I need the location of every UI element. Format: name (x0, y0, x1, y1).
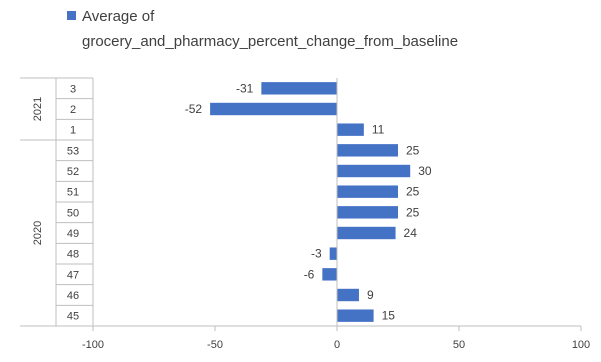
bar (337, 123, 364, 136)
bar (261, 82, 337, 95)
data-label: 11 (372, 123, 385, 137)
category-label: 49 (67, 228, 79, 240)
x-tick-label: 0 (334, 339, 340, 351)
legend-swatch (67, 11, 76, 20)
category-label: 45 (67, 311, 79, 323)
category-label: 3 (70, 83, 76, 95)
data-label: 25 (406, 205, 420, 219)
category-label: 1 (70, 125, 76, 137)
data-label: 9 (367, 288, 374, 302)
category-label: 2 (70, 104, 76, 116)
bar (337, 309, 374, 322)
data-label: 25 (406, 143, 420, 157)
category-label: 51 (67, 187, 79, 199)
data-label: -31 (236, 81, 254, 95)
data-label: 30 (418, 164, 432, 178)
data-label: -6 (304, 267, 315, 281)
category-label: 50 (67, 207, 79, 219)
legend-label-line-1: Average of (82, 8, 155, 25)
bar (337, 185, 398, 198)
x-tick-label: -50 (207, 339, 223, 351)
plot-area: -31 -52 11 25 30 25 25 24 -3 -6 9 15 -100 -50 0 50 100 3 2… (20, 77, 590, 351)
x-tick-label: 100 (572, 339, 590, 351)
bar (337, 288, 359, 302)
bar (210, 102, 337, 116)
data-label: 15 (382, 309, 396, 323)
bar (337, 144, 398, 157)
category-label: 47 (67, 269, 79, 281)
data-label: 24 (404, 226, 418, 240)
legend-label-line-2: grocery_and_pharmacy_percent_change_from… (82, 33, 458, 50)
category-label: 52 (67, 166, 79, 178)
x-tick-label: -100 (82, 339, 104, 351)
bar (337, 164, 411, 178)
x-tick-label: 50 (453, 339, 465, 351)
bar (329, 247, 337, 260)
category-label: 48 (67, 249, 79, 261)
group-label: 2020 (32, 221, 44, 245)
category-label: 46 (67, 290, 79, 302)
data-label: -52 (185, 102, 203, 116)
bar (322, 268, 337, 281)
bar (337, 206, 398, 219)
data-label: 25 (406, 185, 420, 199)
category-label: 53 (67, 145, 79, 157)
bar (337, 226, 396, 240)
data-label: -3 (311, 247, 322, 261)
group-label: 2021 (32, 97, 44, 121)
legend: Average of grocery_and_pharmacy_percent_… (67, 8, 458, 50)
